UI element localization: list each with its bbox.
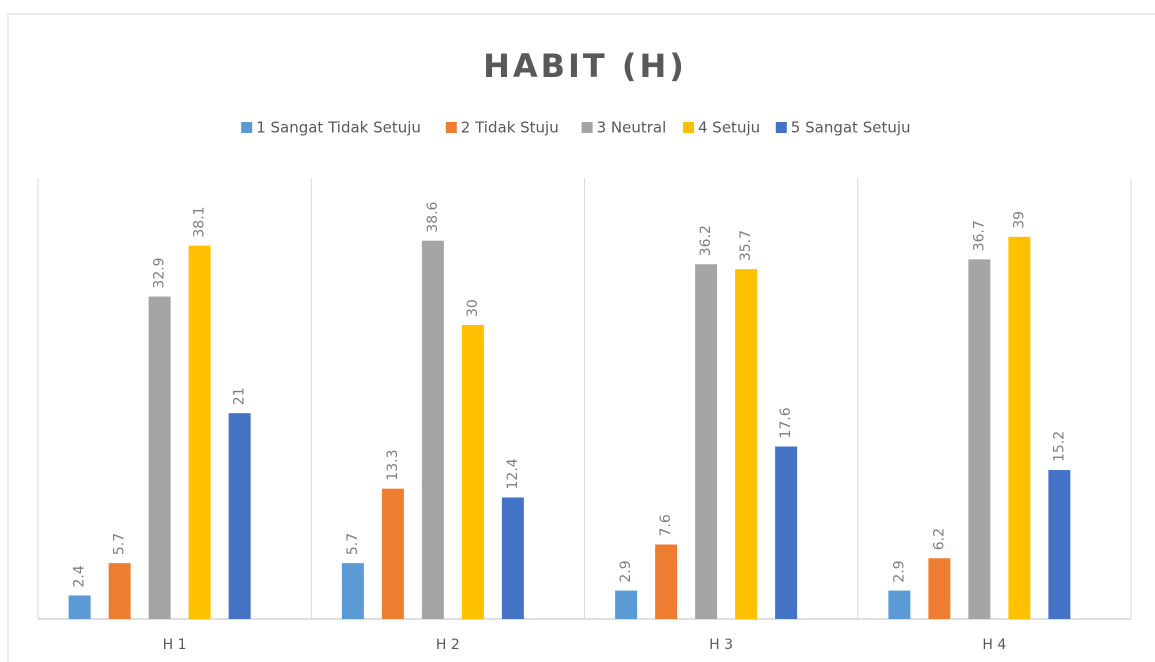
bar [775,446,798,619]
data-label: 35.7 [738,230,754,261]
bar [108,563,131,619]
data-label: 2.9 [618,560,634,582]
data-label: 2.4 [72,565,88,587]
x-tick-label: H 2 [436,637,460,653]
x-tick-label: H 4 [982,637,1006,653]
bar [968,259,991,619]
bar [655,544,678,619]
data-label: 36.2 [698,225,714,256]
bar [461,325,484,619]
bar [381,488,404,619]
data-label: 15.2 [1051,431,1067,462]
bar [695,264,718,619]
bar [735,269,758,619]
data-label: 21 [232,387,248,405]
data-label: 17.6 [778,407,794,438]
legend-label: 1 Sangat Tidak Setuju [256,119,421,137]
bar [228,413,251,619]
data-label: 5.7 [345,533,361,555]
bar [615,590,638,619]
bar [888,590,911,619]
bar [341,563,364,619]
data-label: 13.3 [385,449,401,480]
legend-swatch [581,122,593,133]
bar [501,497,524,619]
bar [1048,470,1071,619]
legend-swatch [445,122,457,133]
data-label: 36.7 [971,220,987,251]
x-tick-label: H 3 [709,637,733,653]
bar [1008,236,1031,620]
data-label: 30 [465,299,481,317]
legend-swatch [241,122,253,133]
data-label: 5.7 [112,533,128,555]
data-label: 39 [1011,211,1027,229]
chart-title: HABIT (H) [483,47,687,85]
data-label: 2.9 [891,560,907,582]
legend-label: 2 Tidak Stuju [461,119,559,137]
data-label: 32.9 [152,257,168,288]
legend-swatch [683,122,694,133]
bar [188,245,211,619]
x-tick-label: H 1 [163,637,187,653]
legend-swatch [775,122,787,133]
data-label: 6.2 [931,528,947,550]
bar [421,240,444,619]
data-label: 12.4 [505,458,521,489]
data-label: 38.1 [192,206,208,237]
bar [68,595,91,619]
legend-label: 5 Sangat Setuju [791,119,911,137]
bar [928,558,951,619]
bar [148,296,171,619]
data-label: 38.6 [425,201,441,232]
data-label: 7.6 [658,514,674,536]
legend-label: 3 Neutral [597,119,667,137]
legend-label: 4 Setuju [698,119,760,137]
